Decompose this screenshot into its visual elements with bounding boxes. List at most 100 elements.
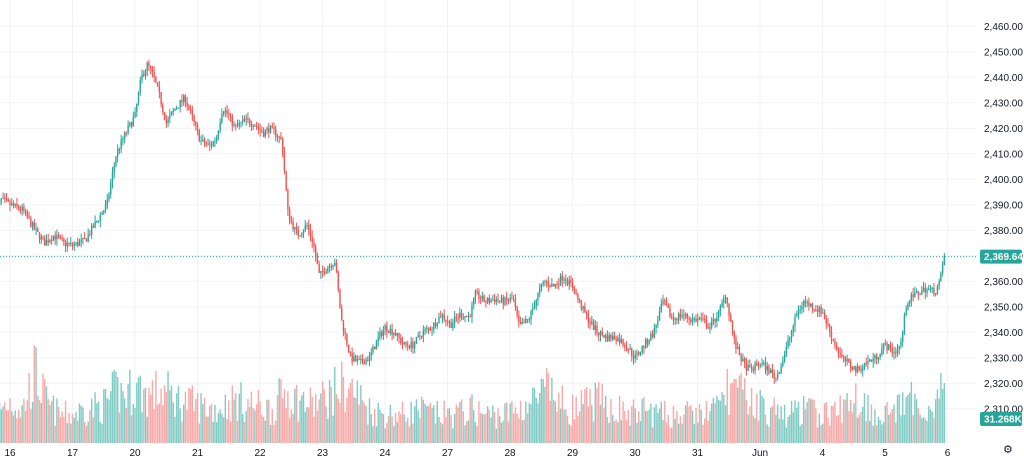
- volume-bar: [205, 416, 207, 443]
- volume-bar: [835, 416, 838, 443]
- candle-body: [716, 318, 718, 322]
- candle-body: [691, 318, 694, 322]
- candle-body: [141, 74, 143, 80]
- candle-body: [611, 335, 614, 340]
- candle-body: [66, 243, 69, 246]
- volume-bar: [426, 405, 428, 443]
- candle-body: [495, 299, 497, 302]
- candle-body: [238, 122, 240, 126]
- volume-bar: [356, 380, 359, 443]
- gear-icon[interactable]: ⚙: [1003, 443, 1013, 456]
- volume-bar: [809, 398, 812, 443]
- volume-bar: [585, 387, 588, 443]
- volume-bar: [217, 413, 220, 443]
- price-axis[interactable]: 2,310.00 2,320.00 2,330.00 2,340.00 2,350.00…: [984, 22, 1023, 416]
- candle-body: [893, 352, 895, 354]
- candle-body: [189, 109, 192, 111]
- candle-body: [605, 335, 607, 338]
- candle-body: [917, 291, 920, 295]
- candle-body: [898, 346, 900, 350]
- volume-bar: [745, 399, 748, 443]
- volume-bar: [750, 387, 753, 443]
- volume-bar: [651, 427, 654, 443]
- candle-body: [104, 204, 107, 211]
- y-tick-label: 2,320.00: [984, 379, 1023, 390]
- volume-bar: [931, 411, 933, 443]
- volume-bar: [70, 423, 72, 443]
- candle-body: [262, 132, 265, 137]
- candle-body: [796, 314, 798, 317]
- volume-bar: [698, 404, 701, 443]
- candle-body: [492, 299, 494, 301]
- candle-body: [415, 337, 418, 344]
- candle-body: [24, 211, 27, 213]
- volume-bar: [825, 402, 827, 443]
- candle-body: [30, 218, 32, 227]
- x-tick-label: 30: [629, 448, 641, 459]
- candle-body: [368, 355, 371, 362]
- candle-body: [797, 309, 800, 315]
- volume-bar: [738, 375, 741, 443]
- candle-body: [808, 302, 810, 307]
- volume-bar: [712, 397, 715, 443]
- y-tick-label: 2,380.00: [984, 226, 1023, 237]
- candle-body: [214, 141, 216, 143]
- volume-bar: [723, 394, 725, 443]
- candle-body: [407, 344, 409, 346]
- candle-body: [851, 367, 854, 370]
- candle-body: [160, 92, 162, 105]
- candle-body: [202, 139, 204, 141]
- candle-body: [681, 315, 683, 317]
- time-axis[interactable]: 16 17 20 21 22 23 24 27 28 29 30 31 Jun 4 5 6: [4, 448, 950, 459]
- volume-bar: [250, 391, 253, 443]
- volume-bar: [299, 400, 301, 443]
- volume-bar: [742, 389, 744, 443]
- candle-body: [750, 367, 753, 369]
- candle-body: [26, 211, 29, 218]
- candle-body: [375, 340, 378, 350]
- volume-bar: [523, 419, 525, 443]
- volume-bar: [158, 403, 161, 443]
- volume-bar: [559, 408, 562, 443]
- volume-bar: [653, 407, 656, 443]
- candle-body: [325, 271, 327, 274]
- candle-body: [221, 113, 223, 123]
- candle-body: [568, 279, 570, 285]
- candle-body: [200, 140, 202, 142]
- candle-body: [353, 356, 355, 362]
- volume-bar: [488, 409, 491, 443]
- volume-bar: [806, 402, 808, 443]
- volume-bar: [398, 411, 400, 443]
- candle-body: [405, 342, 407, 345]
- candle-body: [775, 377, 777, 379]
- volume-bar: [386, 423, 388, 443]
- candle-body: [169, 115, 171, 119]
- candle-body: [731, 321, 734, 332]
- volume-bar: [191, 385, 194, 443]
- candle-body: [476, 290, 478, 292]
- candle-body: [198, 130, 201, 141]
- candle-body: [4, 197, 6, 199]
- volume-bar: [478, 401, 480, 443]
- volume-bar: [526, 413, 529, 443]
- volume-bar: [792, 412, 794, 443]
- candle-body: [509, 298, 511, 301]
- candle-body: [846, 358, 848, 362]
- volume-bar: [525, 401, 527, 443]
- settings-button[interactable]: ⚙: [1003, 443, 1013, 456]
- candle-body: [320, 271, 322, 273]
- volume-bar: [584, 389, 586, 443]
- candle-body: [292, 221, 294, 230]
- candle-body: [823, 312, 826, 319]
- volume-bar: [330, 387, 333, 443]
- volume-bar: [499, 416, 501, 443]
- candle-body: [608, 334, 610, 341]
- candle-body: [622, 339, 624, 346]
- volume-bar: [280, 379, 282, 443]
- candle-body: [644, 339, 647, 348]
- volume-bar: [137, 377, 140, 443]
- candle-body: [156, 82, 159, 87]
- candle-body: [372, 346, 374, 353]
- candle-body: [68, 243, 70, 245]
